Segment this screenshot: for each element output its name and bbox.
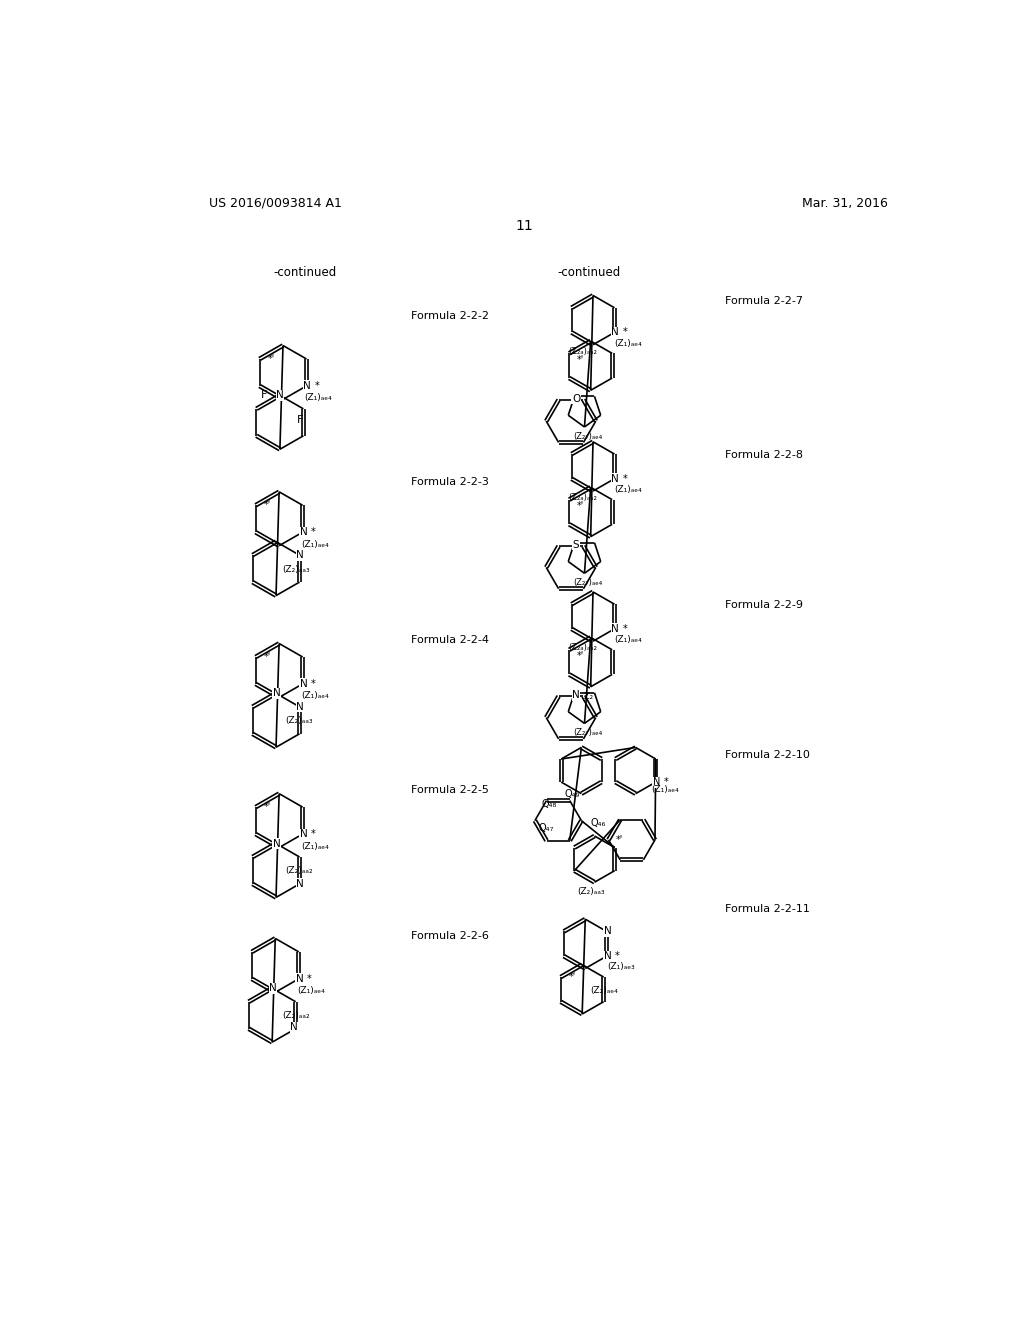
Text: Formula 2-2-11: Formula 2-2-11 [725, 904, 810, 915]
Text: *': *' [568, 972, 575, 982]
Text: *: * [665, 777, 669, 787]
Text: *': *' [577, 651, 584, 661]
Text: (Z₁)ₐₑ₄: (Z₁)ₐₑ₄ [614, 339, 642, 347]
Text: N: N [611, 624, 620, 634]
Text: N: N [303, 381, 311, 391]
Text: N: N [296, 879, 304, 888]
Text: Q₄₉: Q₄₉ [564, 788, 580, 799]
Text: N: N [276, 391, 284, 400]
Text: (Z₁)ₐₑ₄: (Z₁)ₐₑ₄ [651, 785, 679, 795]
Text: 11: 11 [516, 219, 534, 234]
Text: Q₄₈: Q₄₈ [541, 799, 556, 809]
Text: N: N [572, 690, 580, 700]
Text: (Z₁)ₐₑ₄: (Z₁)ₐₑ₄ [297, 986, 325, 995]
Text: *': *' [577, 500, 584, 511]
Text: N: N [603, 927, 611, 936]
Text: Mar. 31, 2016: Mar. 31, 2016 [802, 197, 888, 210]
Text: (Z₂)ₐₐ₂: (Z₂)ₐₐ₂ [282, 1011, 309, 1020]
Text: N: N [611, 327, 620, 338]
Text: N: N [603, 952, 611, 961]
Text: (Z₂ₐ)ₐₐ₂: (Z₂ₐ)ₐₐ₂ [568, 643, 598, 652]
Text: (Z₂₇)ₐₑ₄: (Z₂₇)ₐₑ₄ [573, 432, 603, 441]
Text: *: * [311, 527, 315, 537]
Text: US 2016/0093814 A1: US 2016/0093814 A1 [209, 197, 342, 210]
Text: *: * [623, 327, 628, 338]
Text: (Z₁)ₐₑ₄: (Z₁)ₐₑ₄ [301, 692, 329, 701]
Text: *': *' [577, 355, 584, 364]
Text: (Z₂ₐ)ₐₐ₂: (Z₂ₐ)ₐₐ₂ [568, 492, 598, 502]
Text: *: * [623, 624, 628, 634]
Text: N: N [296, 702, 304, 711]
Text: *': *' [267, 354, 274, 364]
Text: N: N [299, 829, 307, 840]
Text: (Z₁)ₐₑ₄: (Z₁)ₐₑ₄ [305, 393, 333, 403]
Text: Q₄₇: Q₄₇ [539, 824, 554, 833]
Text: Q₄₆: Q₄₆ [591, 818, 606, 828]
Text: *': *' [263, 652, 271, 661]
Text: (Z₂)ₐₐ₂: (Z₂)ₐₐ₂ [286, 866, 313, 875]
Text: *': *' [615, 834, 623, 845]
Text: (Z₁)ₐₑ₄: (Z₁)ₐₑ₄ [301, 540, 329, 549]
Text: (Z₁)ₐₑ₃: (Z₁)ₐₑ₃ [607, 962, 635, 972]
Text: (Z₁)ₐₑ₄: (Z₁)ₐₑ₄ [614, 484, 642, 494]
Text: N: N [296, 974, 303, 983]
Text: *: * [311, 678, 315, 689]
Text: (Z₂ₐ)ₐₐ₂: (Z₂ₐ)ₐₐ₂ [568, 347, 598, 355]
Text: (Z₂)ₐₐ₃: (Z₂)ₐₐ₃ [283, 565, 310, 573]
Text: Formula 2-2-7: Formula 2-2-7 [725, 296, 803, 306]
Text: N: N [273, 838, 281, 849]
Text: O: O [571, 393, 581, 404]
Text: -continued: -continued [557, 265, 621, 279]
Text: N: N [273, 688, 281, 698]
Text: N: N [299, 678, 307, 689]
Text: Formula 2-2-2: Formula 2-2-2 [411, 312, 488, 321]
Text: N: N [269, 983, 276, 993]
Text: Formula 2-2-9: Formula 2-2-9 [725, 601, 803, 610]
Text: Formula 2-2-8: Formula 2-2-8 [725, 450, 803, 459]
Text: N: N [611, 474, 620, 483]
Text: Formula 2-2-5: Formula 2-2-5 [411, 785, 488, 795]
Text: Z₂⁣: Z₂⁣ [584, 692, 593, 701]
Text: *': *' [263, 803, 271, 812]
Text: Formula 2-2-6: Formula 2-2-6 [411, 931, 488, 941]
Text: *: * [315, 381, 319, 391]
Text: F: F [261, 391, 267, 400]
Text: N: N [290, 1022, 298, 1032]
Text: (Z₂)ₐₐ₃: (Z₂)ₐₐ₃ [286, 717, 313, 725]
Text: N: N [299, 527, 307, 537]
Text: (Z₂)ₐₑ₄: (Z₂)ₐₑ₄ [590, 986, 617, 995]
Text: (Z₂₇)ₐₑ₄: (Z₂₇)ₐₑ₄ [573, 578, 603, 587]
Text: *: * [307, 974, 312, 983]
Text: Formula 2-2-3: Formula 2-2-3 [411, 477, 488, 487]
Text: Formula 2-2-10: Formula 2-2-10 [725, 750, 810, 760]
Text: (Z₁)ₐₑ₄: (Z₁)ₐₑ₄ [614, 635, 642, 644]
Text: *': *' [263, 500, 271, 511]
Text: (Z₂)ₐₐ₃: (Z₂)ₐₐ₃ [577, 887, 604, 896]
Text: -continued: -continued [273, 265, 336, 279]
Text: *: * [311, 829, 315, 840]
Text: *: * [615, 952, 620, 961]
Text: N: N [296, 550, 304, 560]
Text: Formula 2-2-4: Formula 2-2-4 [411, 635, 488, 644]
Text: (Z₂₇)ₐₑ₄: (Z₂₇)ₐₑ₄ [573, 729, 603, 737]
Text: (Z₁)ₐₑ₄: (Z₁)ₐₑ₄ [301, 842, 329, 850]
Text: S: S [572, 540, 580, 550]
Text: F: F [297, 414, 303, 425]
Text: *: * [623, 474, 628, 483]
Text: N: N [653, 777, 660, 787]
